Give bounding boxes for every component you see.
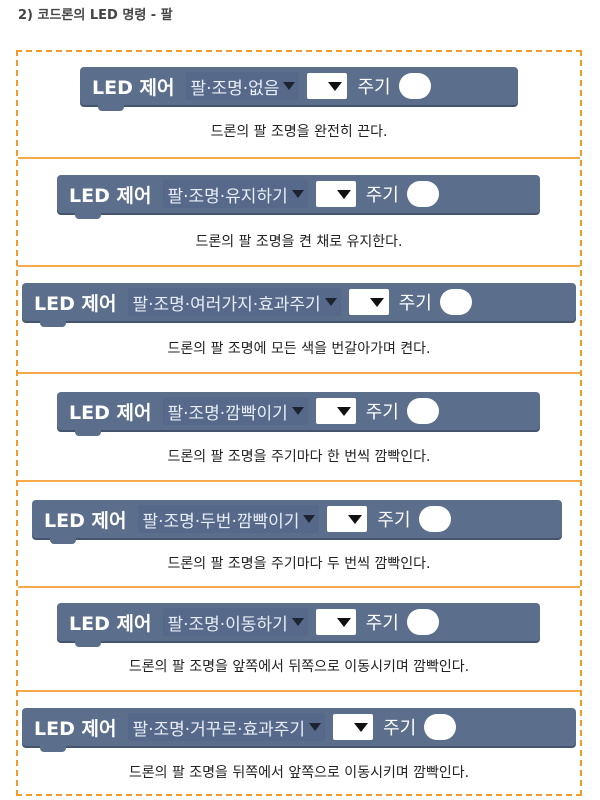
- mode-value: 팔·조명·없음: [190, 78, 280, 99]
- dropdown-arrow-icon: [309, 723, 322, 731]
- led-control-block-move[interactable]: LED 제어 팔·조명·이동하기 주기: [57, 603, 540, 647]
- mode-dropdown[interactable]: 팔·조명·이동하기: [163, 608, 308, 636]
- led-control-block-hold[interactable]: LED 제어 팔·조명·유지하기 주기: [57, 175, 540, 219]
- row-divider: [18, 690, 580, 692]
- row-divider: [18, 265, 580, 267]
- dropdown-arrow-icon: [328, 81, 343, 91]
- block-label: LED 제어: [69, 401, 152, 424]
- dropdown-arrow-icon: [283, 82, 296, 90]
- page-title: 2) 코드론의 LED 명령 - 팔: [18, 8, 173, 23]
- led-control-block-double-flicker[interactable]: LED 제어 팔·조명·두번·깜빡이기 주기: [32, 500, 562, 544]
- commands-frame: [16, 50, 582, 796]
- dropdown-arrow-icon: [303, 515, 316, 523]
- dropdown-arrow-icon: [348, 514, 363, 524]
- command-description: 드론의 팔 조명을 앞쪽에서 뒤쪽으로 이동시키며 깜빡인다.: [128, 659, 470, 675]
- dropdown-arrow-icon: [336, 617, 351, 627]
- mode-value: 팔·조명·이동하기: [167, 614, 288, 635]
- row-divider: [18, 586, 580, 588]
- period-input[interactable]: [406, 181, 439, 207]
- period-label: 주기: [365, 402, 399, 423]
- command-description: 드론의 팔 조명을 주기마다 한 번씩 깜빡인다.: [167, 449, 431, 465]
- period-input[interactable]: [418, 506, 451, 532]
- block-label: LED 제어: [69, 612, 152, 635]
- period-label: 주기: [383, 718, 417, 739]
- mode-dropdown[interactable]: 팔·조명·여러가지·효과주기: [128, 288, 341, 316]
- color-select[interactable]: [315, 398, 356, 424]
- block-label: LED 제어: [69, 184, 152, 207]
- mode-value: 팔·조명·유지하기: [167, 186, 288, 207]
- dropdown-arrow-icon: [324, 298, 337, 306]
- mode-dropdown[interactable]: 팔·조명·깜빡이기: [163, 397, 308, 425]
- led-control-block-flicker[interactable]: LED 제어 팔·조명·깜빡이기 주기: [57, 392, 540, 436]
- dropdown-arrow-icon: [291, 407, 304, 415]
- mode-value: 팔·조명·두번·깜빡이기: [142, 511, 300, 532]
- period-input[interactable]: [398, 73, 431, 99]
- row-divider: [18, 480, 580, 482]
- mode-dropdown[interactable]: 팔·조명·두번·깜빡이기: [138, 505, 320, 533]
- dropdown-arrow-icon: [336, 406, 351, 416]
- led-control-block-reverse[interactable]: LED 제어 팔·조명·거꾸로·효과주기 주기: [22, 708, 576, 752]
- period-input[interactable]: [406, 609, 439, 635]
- row-divider: [18, 157, 580, 159]
- period-input[interactable]: [424, 714, 457, 740]
- period-label: 주기: [357, 77, 391, 98]
- color-select[interactable]: [315, 609, 356, 635]
- command-description: 드론의 팔 조명을 켠 채로 유지한다.: [195, 234, 403, 250]
- period-label: 주기: [365, 613, 399, 634]
- led-control-block-mix[interactable]: LED 제어 팔·조명·여러가지·효과주기 주기: [22, 283, 576, 327]
- period-label: 주기: [398, 293, 432, 314]
- row-divider: [18, 372, 580, 374]
- command-description: 드론의 팔 조명을 완전히 끈다.: [210, 124, 388, 140]
- block-label: LED 제어: [44, 509, 127, 532]
- block-label: LED 제어: [34, 292, 117, 315]
- mode-dropdown[interactable]: 팔·조명·거꾸로·효과주기: [128, 713, 326, 741]
- dropdown-arrow-icon: [336, 189, 351, 199]
- color-select[interactable]: [315, 181, 356, 207]
- block-label: LED 제어: [92, 76, 175, 99]
- command-description: 드론의 팔 조명에 모든 색을 번갈아가며 켠다.: [167, 341, 431, 357]
- mode-value: 팔·조명·거꾸로·효과주기: [132, 719, 306, 740]
- dropdown-arrow-icon: [354, 722, 369, 732]
- command-description: 드론의 팔 조명을 뒤쪽에서 앞쪽으로 이동시키며 깜빡인다.: [128, 765, 470, 781]
- mode-dropdown[interactable]: 팔·조명·유지하기: [163, 180, 308, 208]
- dropdown-arrow-icon: [291, 190, 304, 198]
- color-select[interactable]: [333, 714, 374, 740]
- period-label: 주기: [365, 185, 399, 206]
- period-label: 주기: [377, 510, 411, 531]
- dropdown-arrow-icon: [291, 618, 304, 626]
- block-label: LED 제어: [34, 717, 117, 740]
- color-select[interactable]: [307, 73, 348, 99]
- mode-value: 팔·조명·깜빡이기: [167, 403, 288, 424]
- mode-dropdown[interactable]: 팔·조명·없음: [186, 72, 300, 100]
- led-control-block-off[interactable]: LED 제어 팔·조명·없음 주기: [80, 67, 518, 111]
- period-input[interactable]: [406, 398, 439, 424]
- mode-value: 팔·조명·여러가지·효과주기: [132, 294, 321, 315]
- command-description: 드론의 팔 조명을 주기마다 두 번씩 깜빡인다.: [167, 556, 431, 572]
- period-input[interactable]: [439, 289, 472, 315]
- color-select[interactable]: [327, 506, 368, 532]
- dropdown-arrow-icon: [369, 297, 384, 307]
- color-select[interactable]: [348, 289, 389, 315]
